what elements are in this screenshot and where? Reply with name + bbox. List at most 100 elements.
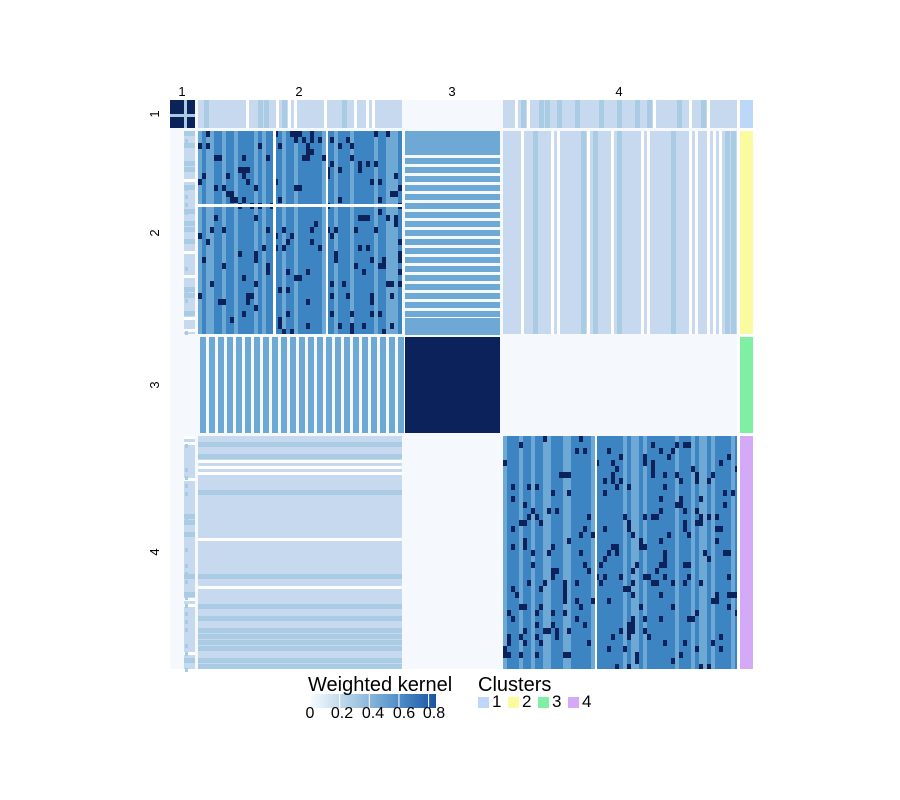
heatmap-cell-2-2-peak [290, 233, 294, 239]
heatmap-cell-2-2-peak [242, 311, 246, 317]
heatmap-cell-4-4-peak [563, 580, 567, 586]
heatmap-cell-4-4-peak [687, 532, 691, 538]
heatmap-cell-2-2-peak [282, 245, 286, 251]
heatmap-cell-2-2-peak [378, 263, 382, 269]
heatmap-cell-4-4-peak [511, 586, 515, 592]
heatmap-cell-2-2-peak [330, 233, 334, 239]
heatmap-cell-4-4-peak [607, 550, 611, 556]
heatmap-cell-2-2-peak [374, 131, 378, 137]
heatmap-cell-2-2-peak [378, 197, 382, 203]
heatmap-cell-4-1-tick [185, 628, 188, 632]
heatmap-cell-4-2-gap [198, 472, 402, 475]
heatmap-cell-2-4-gap [521, 131, 524, 334]
heatmap-cell-2-2-peak [378, 179, 382, 185]
heatmap-cell-4-4-peak [699, 664, 703, 669]
heatmap-cell-4-4-peak [663, 550, 667, 556]
heatmap-cell-2-2-peak [382, 263, 386, 269]
heatmap-cell-4-4-peak [695, 472, 699, 478]
heatmap-cell-4-4-peak [619, 628, 623, 634]
heatmap-cell-4-1-edge [170, 436, 184, 669]
heatmap-cell-2-2-peak [366, 161, 370, 167]
heatmap-cell-4-4-peak [523, 520, 527, 526]
heatmap-cell-4-4-stripe [563, 436, 567, 669]
heatmap-cell-3-2-band [389, 337, 395, 433]
heatmap-cell-4-4-peak [643, 454, 647, 460]
heatmap-cell-4-4-peak [587, 514, 591, 520]
heatmap-cell-1-2-stripe [282, 100, 287, 128]
heatmap-cell-4-4-stripe [643, 436, 647, 669]
heatmap-cell-4-4-peak [643, 574, 647, 580]
heatmap-cell-2-2-peak [306, 149, 310, 155]
heatmap-cell-2-2-peak [222, 299, 226, 305]
heatmap-cell-4-2-gap [198, 466, 402, 469]
heatmap-cell-4-4-peak [715, 514, 719, 520]
heatmap-cell-3-2-band [263, 337, 269, 433]
heatmap-cell-2-2-peak [398, 239, 402, 245]
heatmap-cell-2-2-peak [370, 311, 374, 317]
heatmap-cell-4-4-peak [615, 484, 619, 490]
heatmap-cell-4-4-gap [595, 436, 597, 669]
heatmap-cell-3-2-band [308, 337, 314, 433]
heatmap-cell-4-4-peak [519, 520, 523, 526]
heatmap-cell-2-1-tick [185, 203, 188, 207]
heatmap-cell-4-4-peak [607, 598, 611, 604]
heatmap-cell-4-4-peak [695, 478, 699, 484]
heatmap-cell-1-2-gap [276, 100, 279, 128]
heatmap-cell-2-2-peak [330, 161, 334, 167]
heatmap-cell-3-2-band [236, 337, 242, 433]
heatmap-cell-2-2-peak [198, 233, 202, 239]
heatmap-cell-4-4-peak [547, 550, 551, 556]
heatmap-cell-4-4-peak [683, 508, 687, 514]
heatmap-cell-1-2 [198, 100, 402, 128]
heatmap-cell-4-4-peak [659, 448, 663, 454]
heatmap-cell-4-4-peak [547, 508, 551, 514]
heatmap-cell-2-2-peak [198, 143, 202, 149]
heatmap-cell-4-4-stripe [635, 436, 639, 669]
heatmap-cell-2-3-band [405, 239, 500, 245]
heatmap-cell-2-2-peak [354, 227, 358, 233]
heatmap-cell-2-2-peak [254, 281, 258, 287]
heatmap-cell-2-2-peak [286, 287, 290, 293]
heatmap-cell-4-4-peak [511, 484, 515, 490]
heatmap-cell-4-4-peak [527, 514, 531, 520]
heatmap-cell-4-4-peak [715, 598, 719, 604]
heatmap-cell-1-4-stripe [617, 100, 622, 128]
heatmap-cell-2-3-band [405, 149, 500, 155]
heatmap-cell-4-4-peak [647, 634, 651, 640]
heatmap-cell-2-3-band [405, 212, 500, 218]
heatmap-cell-4-4-peak [583, 622, 587, 628]
heatmap-cell-4-4-peak [547, 628, 551, 634]
heatmap-cell-2-2-peak [346, 137, 350, 143]
heatmap-cell-4-4-peak [511, 544, 515, 550]
heatmap-cell-4-4-peak [731, 490, 735, 496]
heatmap-cell-2-2-peak [306, 155, 310, 161]
heatmap-cell-2-2-peak [222, 263, 226, 269]
heatmap-cell-4-4-peak [551, 544, 555, 550]
heatmap-cell-4-4-stripe [699, 436, 703, 669]
heatmap-cell-2-3-band [405, 230, 500, 236]
row-group-label-1: 1 [147, 110, 162, 118]
heatmap-cell-4-4-peak [631, 622, 635, 628]
heatmap-cell-4-4-peak [655, 514, 659, 520]
heatmap-cell-2-2-stripe [234, 131, 238, 334]
heatmap-cell-3-2-band [380, 337, 386, 433]
heatmap-cell-2-2-peak [234, 197, 238, 203]
heatmap-cell-4-1-tick [185, 580, 188, 584]
heatmap-cell-2-2-peak [362, 215, 366, 221]
heatmap-cell-2-2-peak [294, 185, 298, 191]
heatmap-cell-2-2-peak [238, 167, 242, 173]
heatmap-cell-4-4-peak [555, 568, 559, 574]
heatmap-cell-2-2-peak [294, 137, 298, 143]
heatmap-cell-4-4-peak [603, 490, 607, 496]
heatmap-cell-4-2-stripe [198, 574, 402, 579]
heatmap-cell-1-4-stripe [521, 100, 526, 128]
heatmap-cell-2-2-peak [202, 257, 206, 263]
heatmap-cell-2-2-peak [310, 149, 314, 155]
heatmap-cell-4-4-peak [695, 646, 699, 652]
heatmap-cell-4-4-peak [615, 550, 619, 556]
heatmap-cell-4-4-stripe [691, 436, 695, 669]
heatmap-cell-2-4-gap [557, 131, 560, 334]
heatmap-cell-4-4-peak [635, 658, 639, 664]
heatmap-cell-4-4-peak [643, 460, 647, 466]
cluster-legend-label-4: 4 [582, 692, 592, 711]
